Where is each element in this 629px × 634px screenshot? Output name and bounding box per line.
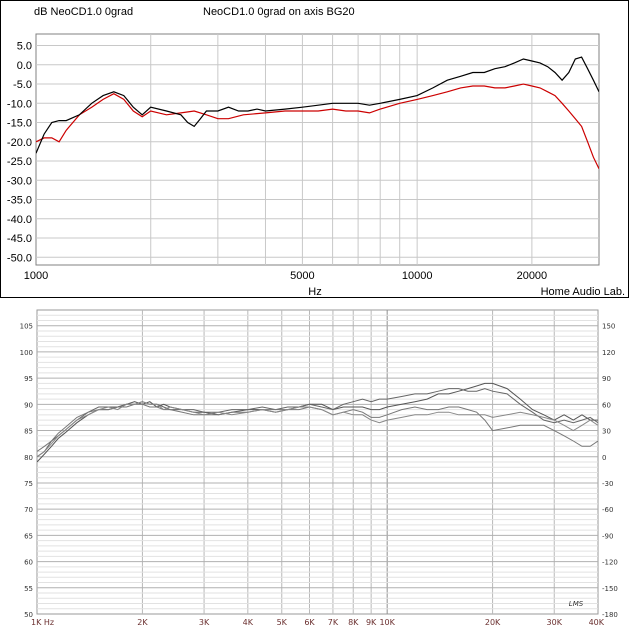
bottom-y-tick-label-right: -150 [602, 585, 618, 593]
top-chart-svg: 5.0 0.0 -5.0 -10.0 -15.0 -20.0 -25.0 -30.0 -35.0… [7, 6, 625, 297]
bottom-y-tick-label-right: -90 [602, 532, 613, 540]
bottom-x-tick-label: 3K [199, 618, 210, 627]
bottom-y-tick-label-left: 95 [24, 375, 33, 383]
bottom-y-tick-label-right: -30 [602, 480, 613, 488]
top-series-line [36, 56, 599, 154]
bottom-y-tick-label-left: 100 [20, 349, 33, 357]
bottom-y-tick-label-left: 70 [24, 506, 33, 514]
top-x-tick-label: 1000 [24, 270, 48, 282]
top-y-tick-label: -35.0 [7, 195, 32, 207]
bottom-x-tick-label: 40K [589, 618, 605, 627]
bottom-series-line [37, 401, 598, 458]
bottom-x-tick-label: 4K [243, 618, 254, 627]
bottom-x-tick-label: 7K [328, 618, 339, 627]
top-y-tick-label: -50.0 [7, 252, 32, 264]
bottom-y-tick-label-left: 65 [24, 532, 33, 540]
bottom-y-tick-label-left: 50 [24, 611, 33, 619]
bottom-frequency-chart: 105 100 95 90 85 80 75 70 65 60 55 50 150 120 90 60 30 0 -… [0, 300, 629, 634]
top-y-tick-label: -40.0 [7, 214, 32, 226]
top-y-tick-label: 5.0 [17, 41, 32, 53]
top-x-axis-label: Hz [308, 286, 321, 297]
top-x-tick-label: 5000 [290, 270, 314, 282]
top-frequency-chart: 5.0 0.0 -5.0 -10.0 -15.0 -20.0 -25.0 -30.0 -35.0… [0, 0, 629, 298]
bottom-y-tick-label-right: 0 [602, 454, 606, 462]
bottom-y-tick-label-left: 75 [24, 480, 33, 488]
top-y-tick-label: -45.0 [7, 233, 32, 245]
top-y-tick-label: -15.0 [7, 118, 32, 130]
bottom-x-tick-label: 5K [277, 618, 288, 627]
bottom-y-tick-label-right: 90 [602, 375, 611, 383]
bottom-x-tick-label: 10K [379, 618, 395, 627]
top-y-tick-label: -10.0 [7, 98, 32, 110]
bottom-x-tick-label: 1K Hz [31, 618, 54, 627]
bottom-watermark: LMS [569, 600, 584, 608]
bottom-y-tick-label-left: 55 [24, 585, 33, 593]
bottom-x-tick-label: 2K [137, 618, 148, 627]
bottom-y-tick-label-right: -60 [602, 506, 613, 514]
top-y-tick-label: -20.0 [7, 137, 32, 149]
bottom-y-tick-label-right: 150 [602, 323, 615, 331]
bottom-x-tick-label: 8K [348, 618, 359, 627]
top-chart-ylabel-title: dB NeoCD1.0 0grad [34, 6, 133, 18]
top-y-tick-label: -5.0 [13, 79, 32, 91]
bottom-chart-svg: 105 100 95 90 85 80 75 70 65 60 55 50 150 120 90 60 30 0 -… [20, 309, 618, 627]
bottom-x-tick-label: 9K [366, 618, 377, 627]
top-y-tick-label: -30.0 [7, 175, 32, 187]
bottom-y-tick-label-right: 60 [602, 401, 611, 409]
bottom-y-tick-label-right: -120 [602, 559, 618, 567]
bottom-y-tick-label-left: 105 [20, 323, 33, 331]
bottom-x-tick-label: 30K [547, 618, 563, 627]
top-x-tick-label: 10000 [402, 270, 433, 282]
bottom-y-tick-label-left: 60 [24, 559, 33, 567]
top-chart-series-title: NeoCD1.0 0grad on axis BG20 [203, 6, 355, 18]
top-plot-area [35, 33, 600, 266]
bottom-y-tick-label-left: 80 [24, 454, 33, 462]
top-x-tick-label: 20000 [517, 270, 548, 282]
bottom-y-tick-label-left: 90 [24, 401, 33, 409]
top-series-line [36, 83, 599, 170]
bottom-y-tick-label-right: 30 [602, 428, 611, 436]
bottom-y-tick-label-right: 120 [602, 349, 615, 357]
bottom-x-tick-label: 6K [304, 618, 315, 627]
top-credit: Home Audio Lab. [541, 286, 625, 297]
bottom-y-tick-label-right: -180 [602, 611, 618, 619]
top-y-tick-label: -25.0 [7, 156, 32, 168]
top-y-tick-label: 0.0 [17, 60, 32, 72]
bottom-x-tick-label: 20K [485, 618, 501, 627]
bottom-y-tick-label-left: 85 [24, 428, 33, 436]
